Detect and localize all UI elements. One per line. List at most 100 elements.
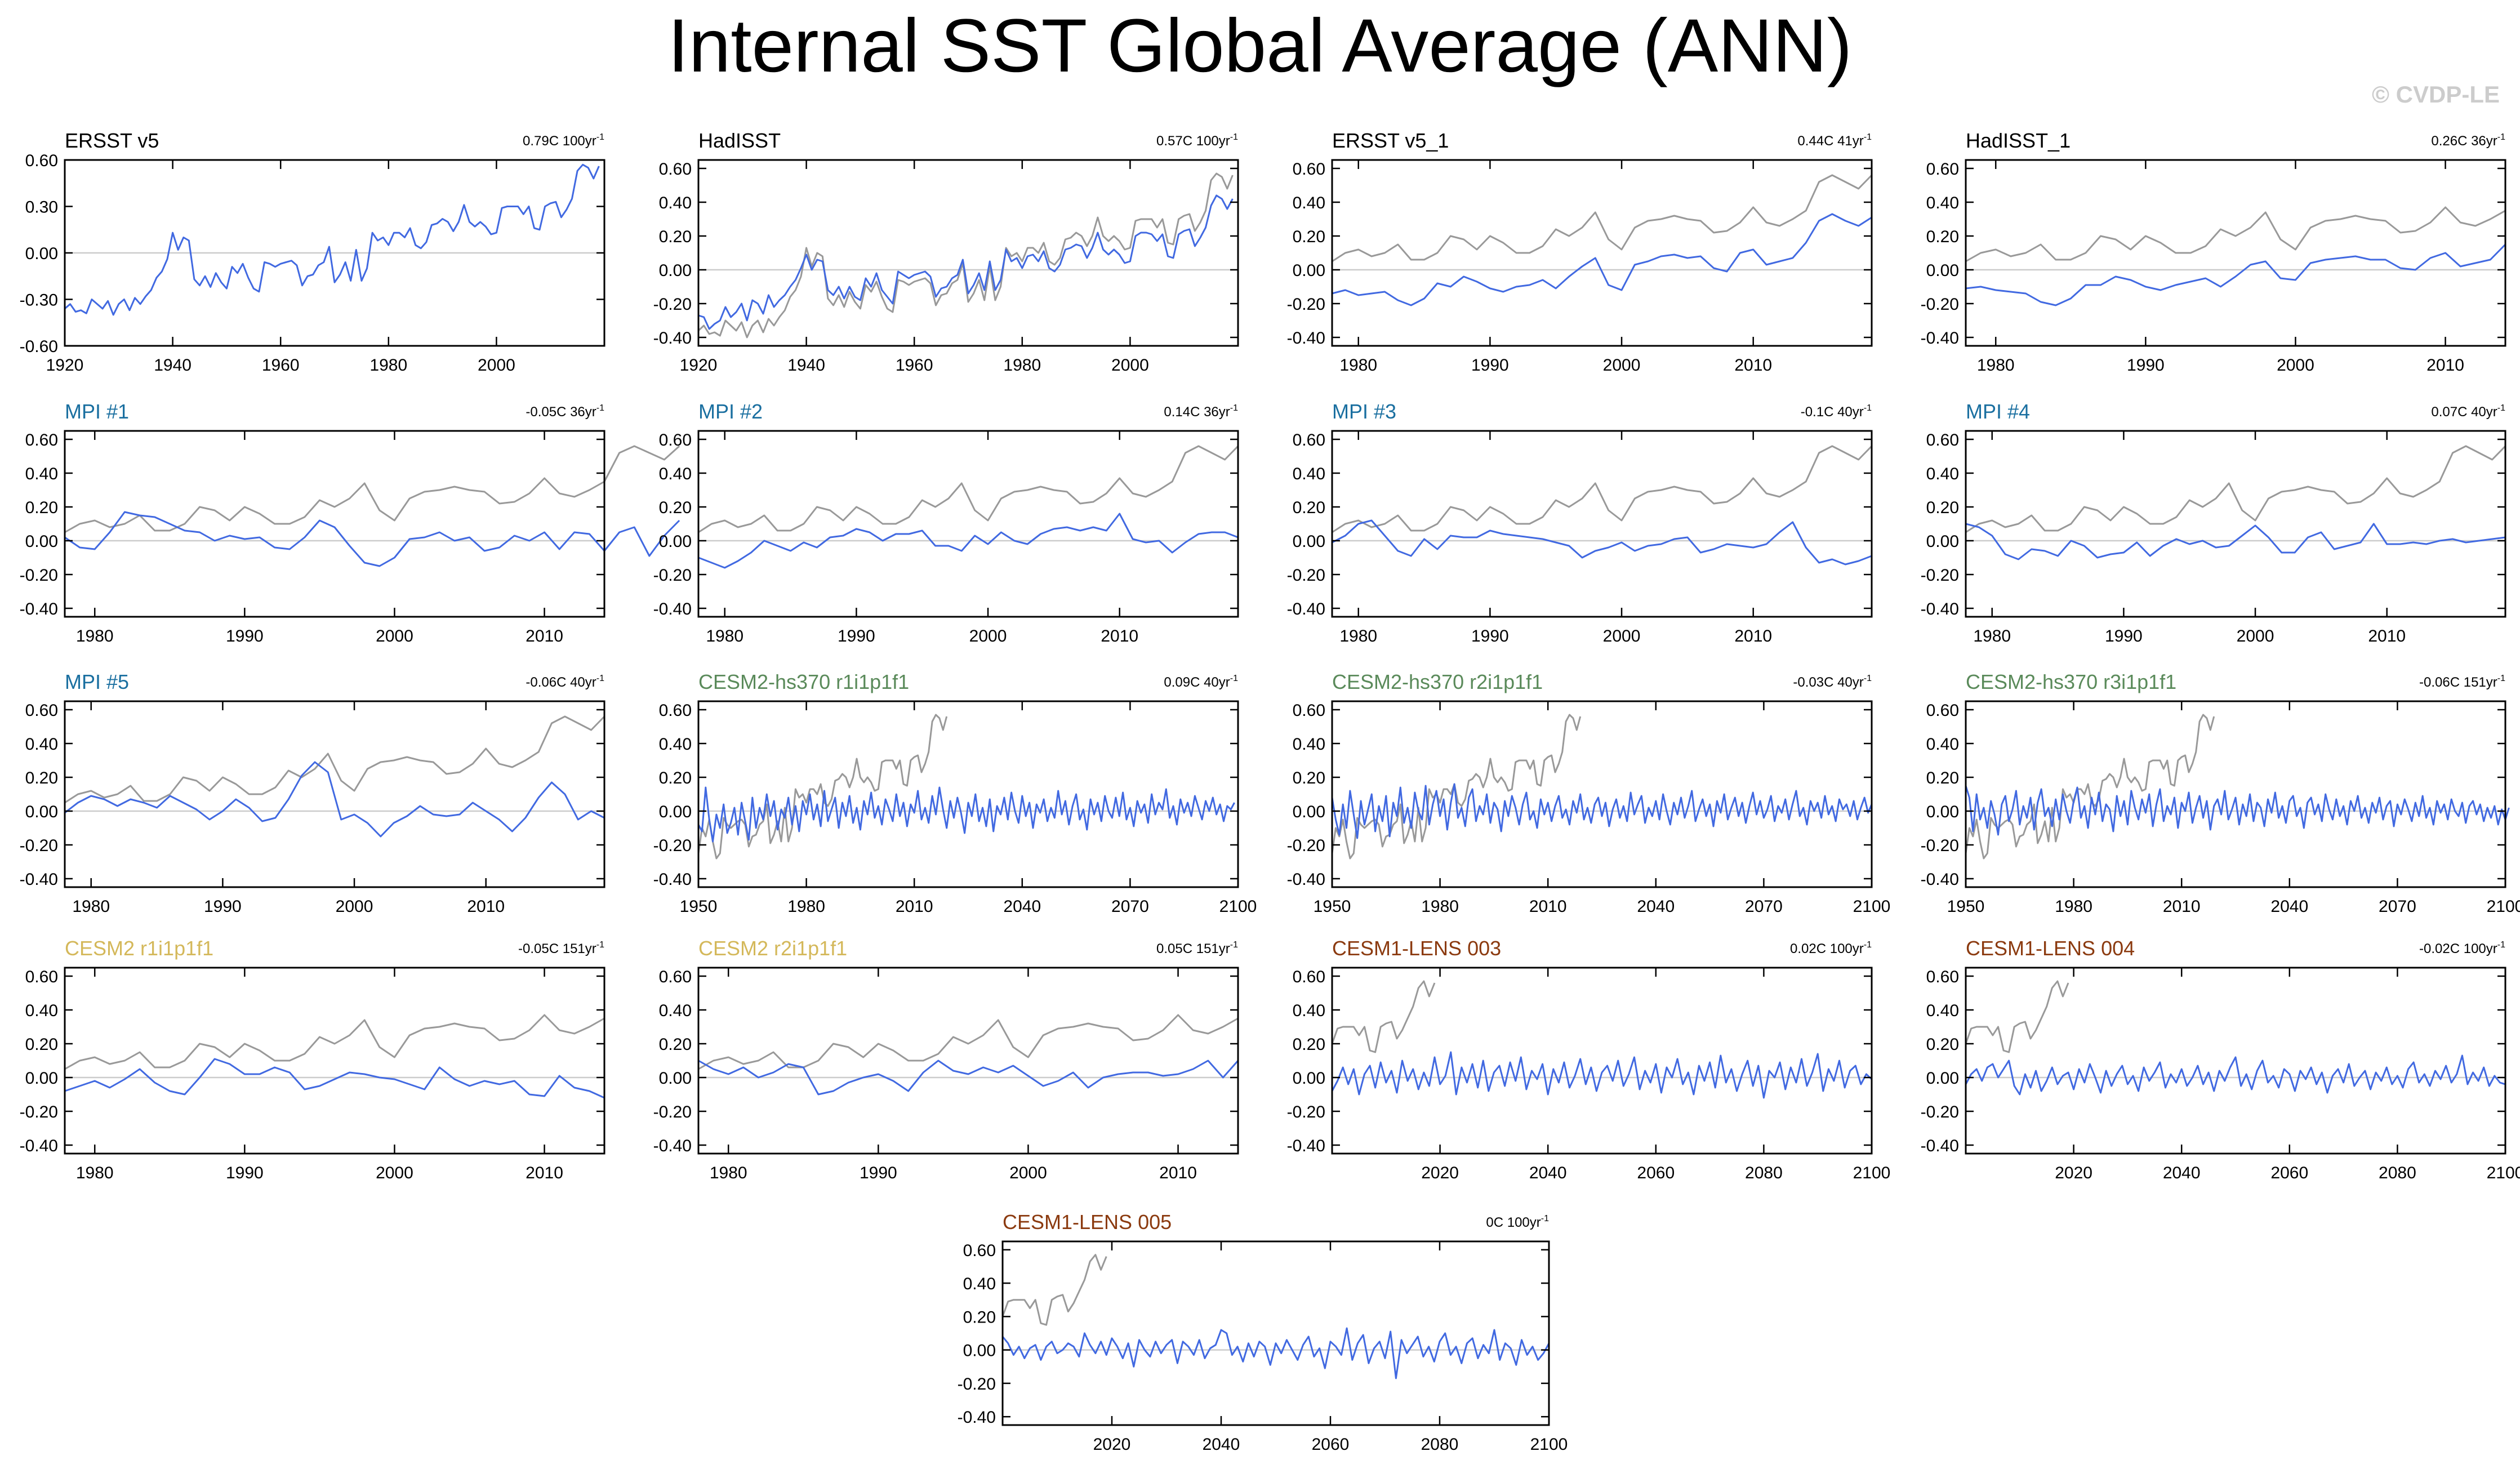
x-tick-label: 1980	[1973, 627, 2011, 645]
x-tick-label: 1990	[226, 1164, 264, 1182]
chart-panel: -0.40 -0.20 0.00 0.20 0.40 0.60 1980 1990 2000 20…	[0, 928, 616, 1196]
y-tick-label: 0.40	[1293, 735, 1325, 754]
y-tick-label: 0.00	[1926, 261, 1959, 280]
y-tick-label: 0.60	[659, 701, 692, 720]
chart-panel: -0.40 -0.20 0.00 0.20 0.40 0.60 1950 1980 2010 20…	[631, 662, 1257, 929]
plot-frame	[697, 430, 1239, 618]
y-tick-label: 0.60	[1926, 968, 1959, 986]
y-tick-label: -0.20	[1287, 295, 1325, 314]
obs-series-line	[64, 1014, 605, 1070]
obs-series-line	[64, 715, 605, 804]
trend-label: 0.44C 41yr-1	[1797, 132, 1872, 149]
model-series-line	[1332, 213, 1872, 306]
chart-svg: -0.40 -0.20 0.00 0.20 0.40 0.60 2020 2040 2060 20…	[1921, 937, 2520, 1182]
x-tick-label: 2070	[1745, 897, 1783, 916]
x-tick-label: 2010	[1159, 1164, 1197, 1182]
y-tick-label: -0.20	[20, 836, 58, 855]
plot-frame	[1331, 967, 1873, 1155]
plot-area: -0.60 -0.30 0.00 0.30 0.60 1920 1940 1960 1980 20…	[20, 129, 605, 375]
x-tick-label: 2080	[1745, 1164, 1783, 1182]
x-tick-label: 1990	[2127, 356, 2165, 375]
page-title: Internal SST Global Average (ANN)	[667, 4, 1853, 88]
x-tick-label: 2000	[969, 627, 1007, 645]
x-tick-label: 2100	[2487, 1164, 2520, 1182]
chart-panel: -0.40 -0.20 0.00 0.20 0.40 0.60 1980 1990 2000 20…	[0, 391, 680, 659]
chart-panel: -0.40 -0.20 0.00 0.20 0.40 0.60 1980 1990 2000 20…	[1265, 391, 1883, 659]
plot-frame	[1001, 1240, 1550, 1426]
x-tick-label: 2000	[1009, 1164, 1047, 1182]
y-tick-label: 0.20	[25, 1035, 58, 1054]
plot-frame	[1331, 430, 1873, 618]
trend-exponent: -1	[596, 674, 604, 683]
trend-label: 0.26C 36yr-1	[2431, 132, 2505, 149]
panel-title: CESM1-LENS 004	[1966, 937, 2135, 960]
plot-frame	[1965, 967, 2506, 1155]
y-tick-label: 0.40	[25, 1001, 58, 1020]
x-tick-label: 1980	[1003, 356, 1041, 375]
chart-svg: -0.40 -0.20 0.00 0.20 0.40 0.60 1980 1990 2000 20…	[20, 670, 605, 916]
plot-area: -0.40 -0.20 0.00 0.20 0.40 0.60 1980 1990 2000 20…	[1921, 129, 2506, 375]
x-tick-label: 1980	[1339, 356, 1377, 375]
y-tick-label: -0.20	[653, 566, 692, 585]
y-tick-label: 0.30	[25, 198, 58, 217]
x-tick-label: 1950	[680, 897, 718, 916]
y-tick-label: -0.20	[1287, 566, 1325, 585]
obs-series-line	[1965, 445, 2506, 533]
y-tick-label: 0.40	[1293, 465, 1325, 483]
trend-exponent: -1	[2497, 403, 2505, 413]
plot-area: -0.40 -0.20 0.00 0.20 0.40 0.60 1980 1990 2000 20…	[20, 937, 605, 1182]
trend-label: 0C 100yr-1	[1486, 1214, 1549, 1230]
plot-area: -0.40 -0.20 0.00 0.20 0.40 0.60 1980 1990 2000 20…	[653, 937, 1239, 1182]
x-tick-label: 1950	[1947, 897, 1985, 916]
trend-label: 0.09C 40yr-1	[1164, 674, 1238, 690]
y-tick-label: 0.00	[25, 1069, 58, 1088]
panel-title: CESM2-hs370 r1i1p1f1	[698, 670, 909, 693]
x-tick-label: 2010	[2426, 356, 2464, 375]
y-tick-label: 0.60	[25, 152, 58, 170]
chart-svg: -0.40 -0.20 0.00 0.20 0.40 0.60 1980 1990 2000 20…	[653, 400, 1239, 645]
plot-frame	[64, 967, 605, 1155]
x-tick-label: 2000	[2277, 356, 2314, 375]
panel-title: CESM2-hs370 r3i1p1f1	[1966, 670, 2176, 693]
x-tick-label: 2040	[1003, 897, 1041, 916]
x-tick-label: 2000	[2237, 627, 2274, 645]
x-tick-label: 1920	[680, 356, 718, 375]
x-tick-label: 2020	[1421, 1164, 1459, 1182]
panel-title: MPI #2	[698, 400, 763, 423]
chart-panel: -0.40 -0.20 0.00 0.20 0.40 0.60 1980 1990 2000 20…	[1265, 121, 1883, 388]
plot-frame	[697, 159, 1239, 347]
model-series-line	[1965, 523, 2506, 560]
trend-label: -0.05C 36yr-1	[526, 403, 604, 420]
panel-title: MPI #1	[65, 400, 129, 423]
x-tick-label: 1950	[1314, 897, 1351, 916]
chart-svg: -0.40 -0.20 0.00 0.20 0.40 0.60 1980 1990 2000 20…	[20, 937, 605, 1182]
x-tick-label: 2010	[1101, 627, 1138, 645]
model-series-line	[64, 511, 680, 567]
panel-title: MPI #4	[1966, 400, 2030, 423]
trend-label: -0.1C 40yr-1	[1801, 403, 1872, 420]
y-tick-label: 0.40	[659, 735, 692, 754]
chart-svg: -0.40 -0.20 0.00 0.20 0.40 0.60 1950 1980 2010 20…	[1287, 670, 1891, 916]
trend-exponent: -1	[1541, 1214, 1549, 1223]
obs-series-line	[1965, 714, 2215, 860]
chart-panel: -0.40 -0.20 0.00 0.20 0.40 0.60 1980 1990 2000 20…	[1898, 121, 2517, 388]
y-tick-label: 0.00	[25, 244, 58, 263]
plot-frame	[697, 967, 1239, 1155]
y-tick-label: 0.60	[1926, 701, 1959, 720]
y-tick-label: 0.00	[963, 1342, 996, 1360]
x-tick-label: 2010	[1734, 356, 1772, 375]
y-tick-label: 0.60	[659, 431, 692, 449]
y-tick-label: -0.20	[1921, 1103, 1959, 1121]
trend-label: -0.06C 151yr-1	[2419, 674, 2505, 690]
x-tick-label: 2040	[2270, 897, 2308, 916]
trend-label: 0.07C 40yr-1	[2431, 403, 2505, 420]
x-tick-label: 2000	[336, 897, 373, 916]
panel-title: ERSST v5	[65, 129, 159, 152]
x-tick-label: 1940	[154, 356, 192, 375]
panel-title: CESM2-hs370 r2i1p1f1	[1332, 670, 1543, 693]
y-tick-label: 0.60	[25, 431, 58, 449]
y-tick-label: 0.40	[25, 465, 58, 483]
x-tick-label: 2000	[1111, 356, 1149, 375]
panel-title: CESM1-LENS 003	[1332, 937, 1501, 960]
